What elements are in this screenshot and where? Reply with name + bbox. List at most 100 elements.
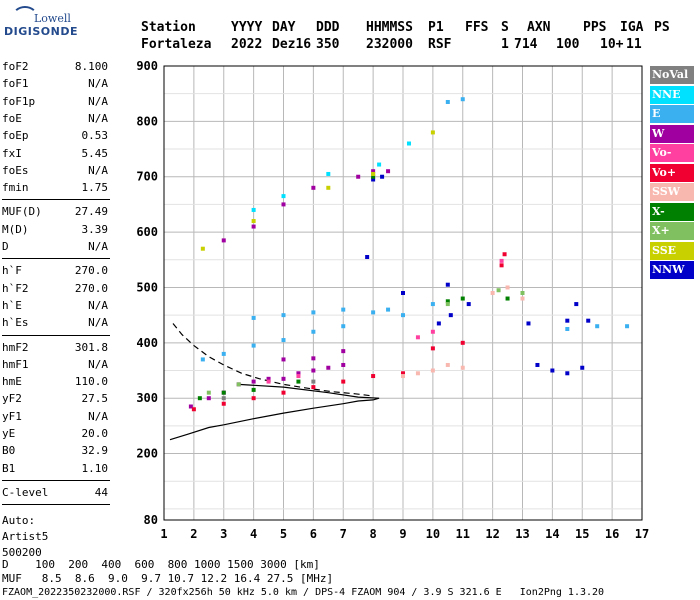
- param-value: 301.8: [74, 340, 108, 354]
- param-name: B0: [2, 444, 16, 458]
- echo-point-x: [460, 296, 465, 301]
- param-separator: [2, 479, 110, 481]
- param-name: foE: [2, 111, 22, 125]
- param-value: N/A: [88, 357, 108, 371]
- header-label-ps: PS: [654, 20, 670, 35]
- echo-point-ssw: [401, 374, 405, 379]
- echo-point-x: [445, 299, 450, 304]
- echo-point-e: [200, 357, 205, 362]
- logo-arc-icon: [12, 6, 38, 28]
- echo-point-sse: [430, 130, 435, 135]
- header-label-yyyy: YYYY: [231, 20, 263, 35]
- echo-point-sse: [326, 185, 331, 190]
- echo-point-nne: [406, 141, 411, 146]
- x-tick-label: 13: [515, 527, 529, 541]
- param-name: fxI: [2, 146, 22, 160]
- param-name: B1: [2, 461, 16, 475]
- x-tick-label: 6: [310, 527, 317, 541]
- echo-point-x: [296, 379, 301, 384]
- x-tick-label: 17: [635, 527, 649, 541]
- muf-row: MUF 8.5 8.6 9.0 9.7 10.7 12.2 16.4 27.5 …: [2, 572, 334, 585]
- param-row: foEp 0.53: [2, 129, 108, 143]
- param-row: yF1 N/A: [2, 410, 108, 424]
- param-name: yF2: [2, 392, 22, 406]
- auto-scaling-text: 500200: [2, 546, 42, 560]
- param-value: N/A: [88, 409, 108, 423]
- echo-point-vo: [430, 346, 435, 351]
- param-row: h`E N/A: [2, 299, 108, 313]
- echo-point-w: [206, 396, 211, 401]
- param-value: 0.53: [81, 129, 109, 143]
- param-value: 270.0: [74, 264, 108, 278]
- header-value: 714: [514, 37, 538, 52]
- param-name: h`Es: [2, 316, 29, 330]
- x-tick-label: 1: [160, 527, 167, 541]
- param-name: yF1: [2, 409, 22, 423]
- header-value: 2022: [231, 37, 263, 52]
- header-value: Fortaleza: [141, 37, 212, 52]
- param-value: N/A: [88, 316, 108, 330]
- echo-point-w: [188, 404, 193, 409]
- param-name: fmin: [2, 181, 29, 195]
- echo-point-nnw: [550, 368, 555, 373]
- legend-nne: NNE: [650, 85, 694, 104]
- legend-x+: X+: [650, 222, 694, 240]
- param-row: D N/A: [2, 240, 108, 254]
- echo-point-vo: [460, 340, 465, 345]
- y-tick-label: 600: [136, 225, 158, 239]
- echo-point-e: [460, 97, 465, 102]
- param-name: foF1p: [2, 94, 36, 108]
- param-row: yE 20.0: [2, 427, 108, 441]
- echo-point-noval: [311, 379, 316, 384]
- echo-point-vo: [499, 258, 504, 263]
- echo-point-vo: [296, 374, 301, 379]
- digisonde-logo: Lowell DIGISONDE: [4, 4, 77, 44]
- param-value: 3.39: [81, 222, 109, 236]
- echo-point-vo: [191, 407, 196, 412]
- param-row: hmF1 N/A: [2, 358, 108, 372]
- echo-point-w: [251, 379, 256, 384]
- param-row: yF2 27.5: [2, 392, 108, 406]
- header-label-pps: PPS: [583, 20, 607, 35]
- param-row: h`F2 270.0: [2, 282, 108, 296]
- echo-point-nnw: [535, 362, 540, 367]
- echo-point-nnw: [586, 318, 591, 323]
- echo-point-x: [505, 296, 510, 301]
- echo-point-vo: [415, 335, 420, 340]
- echo-point-e: [251, 343, 256, 348]
- param-row: MUF(D) 27.49: [2, 205, 108, 219]
- param-value: 1.10: [81, 461, 109, 475]
- param-separator: [2, 199, 110, 201]
- param-value: 110.0: [74, 375, 108, 389]
- x-tick-label: 5: [280, 527, 287, 541]
- param-row: foE N/A: [2, 112, 108, 126]
- param-row: foF2 8.100: [2, 60, 108, 74]
- echo-point-w: [281, 202, 286, 207]
- echo-point-nnw: [371, 177, 376, 182]
- param-value: N/A: [88, 298, 108, 312]
- echo-point-x: [197, 396, 202, 401]
- param-name: foF2: [2, 60, 29, 73]
- legend-ssw: SSW: [650, 183, 694, 201]
- param-name: MUF(D): [2, 205, 42, 219]
- legend-nnw: NNW: [650, 261, 694, 279]
- echo-point-w: [326, 365, 331, 370]
- header-value: 232000: [366, 37, 413, 52]
- echo-point-vo: [341, 379, 346, 384]
- param-value: 5.45: [81, 146, 109, 160]
- header-label-axn: AXN: [527, 20, 551, 35]
- echo-point-w: [311, 368, 316, 373]
- echo-point-nnw: [401, 291, 405, 295]
- echo-point-ssw: [505, 285, 510, 290]
- echo-point-e: [625, 324, 630, 329]
- echo-point-e: [311, 329, 316, 334]
- y-tick-label: 500: [136, 280, 158, 294]
- echo-point-x: [520, 291, 525, 295]
- echo-point-w: [341, 349, 346, 354]
- echo-point-nne: [281, 194, 286, 199]
- echo-point-e: [595, 324, 600, 329]
- param-name: foEs: [2, 163, 29, 177]
- echo-point-w: [371, 169, 376, 174]
- header-label-iga: IGA: [620, 20, 644, 35]
- echo-point-vo: [371, 374, 376, 379]
